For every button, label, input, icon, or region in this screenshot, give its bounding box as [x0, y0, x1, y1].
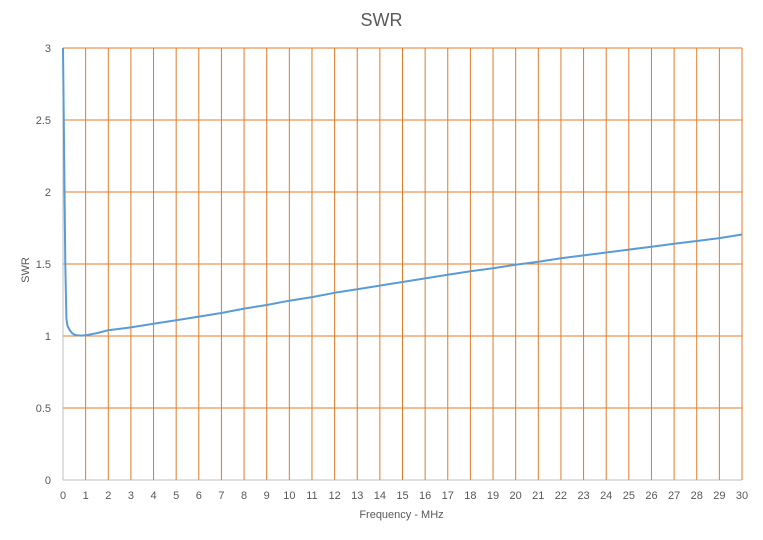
x-tick-label: 7	[218, 490, 224, 502]
x-tick-label: 13	[351, 490, 363, 502]
x-tick-label: 2	[105, 490, 111, 502]
x-tick-label: 0	[60, 490, 66, 502]
chart-title: SWR	[360, 10, 403, 30]
y-tick-label: 3	[45, 43, 51, 55]
y-tick-label: 1	[45, 331, 51, 343]
x-tick-label: 24	[600, 490, 612, 502]
plot-area	[62, 47, 743, 337]
x-tick-label: 18	[464, 490, 476, 502]
x-tick-label: 15	[396, 490, 408, 502]
x-tick-label: 20	[510, 490, 522, 502]
x-tick-label: 16	[419, 490, 431, 502]
x-tick-label: 23	[577, 490, 589, 502]
x-tick-label: 4	[150, 490, 156, 502]
x-tick-label: 11	[306, 490, 317, 502]
x-tick-label: 21	[532, 490, 544, 502]
x-tick-labels: 0 1 2 3 4 5 6 7 8 9 10 11 12 13 14 15 16 17 18 19 20 21 22 23 24…	[60, 490, 748, 502]
x-tick-label: 29	[713, 490, 725, 502]
x-axis-label: Frequency - MHz	[359, 509, 444, 521]
x-tick-label: 28	[691, 490, 703, 502]
x-tick-label: 19	[487, 490, 499, 502]
y-tick-label: 0	[45, 475, 51, 487]
x-tick-label: 9	[264, 490, 270, 502]
x-tick-label: 27	[668, 490, 680, 502]
x-tick-label: 30	[736, 490, 748, 502]
x-tick-label: 26	[645, 490, 657, 502]
y-tick-labels: 0 0.5 1 1.5 2 2.5 3	[36, 43, 51, 487]
x-tick-label: 25	[623, 490, 635, 502]
y-tick-label: 0.5	[36, 403, 51, 415]
x-tick-label: 17	[442, 490, 454, 502]
y-tick-label: 2	[45, 187, 51, 199]
x-tick-label: 12	[328, 490, 340, 502]
swr-series-line	[62, 47, 743, 337]
x-tick-label: 3	[128, 490, 134, 502]
x-tick-label: 8	[241, 490, 247, 502]
x-tick-label: 6	[196, 490, 202, 502]
grid-lines	[62, 47, 743, 481]
x-tick-label: 10	[283, 490, 295, 502]
x-tick-label: 1	[83, 490, 89, 502]
x-tick-label: 14	[374, 490, 386, 502]
x-tick-label: 5	[173, 490, 179, 502]
y-tick-label: 1.5	[36, 259, 51, 271]
y-tick-label: 2.5	[36, 115, 51, 127]
x-tick-label: 22	[555, 490, 567, 502]
